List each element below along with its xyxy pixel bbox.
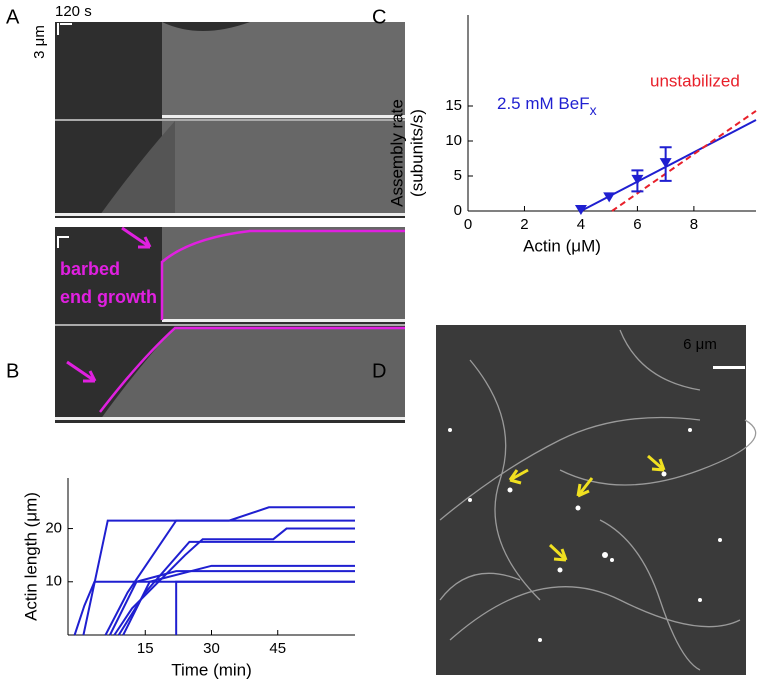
- series-subscript: x: [590, 102, 597, 118]
- y-tick-label: 0: [454, 202, 462, 219]
- x-tick-label: 4: [577, 216, 585, 233]
- point: [603, 192, 616, 203]
- y-tick-label: 15: [445, 97, 462, 114]
- trace: [175, 580, 355, 635]
- fit-label: unstabilized: [650, 71, 740, 90]
- trace: [117, 540, 355, 636]
- panel-label: C: [372, 6, 386, 28]
- x-tick-label: 15: [137, 640, 154, 657]
- length-scale: 3 μm: [31, 25, 48, 59]
- scale-label: 6 μm: [683, 336, 717, 353]
- point: [659, 158, 672, 169]
- fit-line: [611, 110, 757, 212]
- annotation: barbed: [60, 259, 120, 279]
- y-tick-label: 10: [445, 132, 462, 149]
- kymograph-bottom: [55, 226, 405, 423]
- trace: [73, 580, 355, 636]
- x-axis-label: Actin (μM): [523, 236, 601, 255]
- time-scale: 120 s: [55, 3, 92, 20]
- y-axis-label: Actin length (μm): [21, 492, 40, 621]
- x-tick-label: 6: [633, 216, 641, 233]
- series-label: 2.5 mM BeFx: [497, 94, 597, 117]
- x-tick-label: 2: [520, 216, 528, 233]
- trace: [104, 519, 355, 636]
- kymograph-top: [55, 22, 405, 218]
- trace: [109, 570, 355, 636]
- y-tick-label: 10: [45, 573, 62, 590]
- x-tick-label: 45: [269, 640, 286, 657]
- series-name: 2.5 mM BeF: [497, 94, 590, 113]
- y-tick-label: 5: [454, 167, 462, 184]
- micrograph: [436, 325, 757, 675]
- point: [574, 205, 587, 215]
- x-tick-label: 0: [464, 216, 472, 233]
- panel-label: A: [6, 6, 20, 28]
- panel-label: D: [372, 360, 386, 382]
- panel-label: B: [6, 360, 19, 382]
- x-tick-label: 8: [690, 216, 698, 233]
- y-axis-label: (subunits/s): [407, 109, 426, 197]
- x-tick-label: 30: [203, 640, 220, 657]
- point: [631, 174, 644, 185]
- x-axis-label: Time (min): [171, 660, 252, 679]
- y-tick-label: 20: [45, 520, 62, 537]
- trace: [113, 527, 355, 636]
- annotation: end growth: [60, 287, 157, 307]
- y-axis-label: Assembly rate: [387, 99, 406, 207]
